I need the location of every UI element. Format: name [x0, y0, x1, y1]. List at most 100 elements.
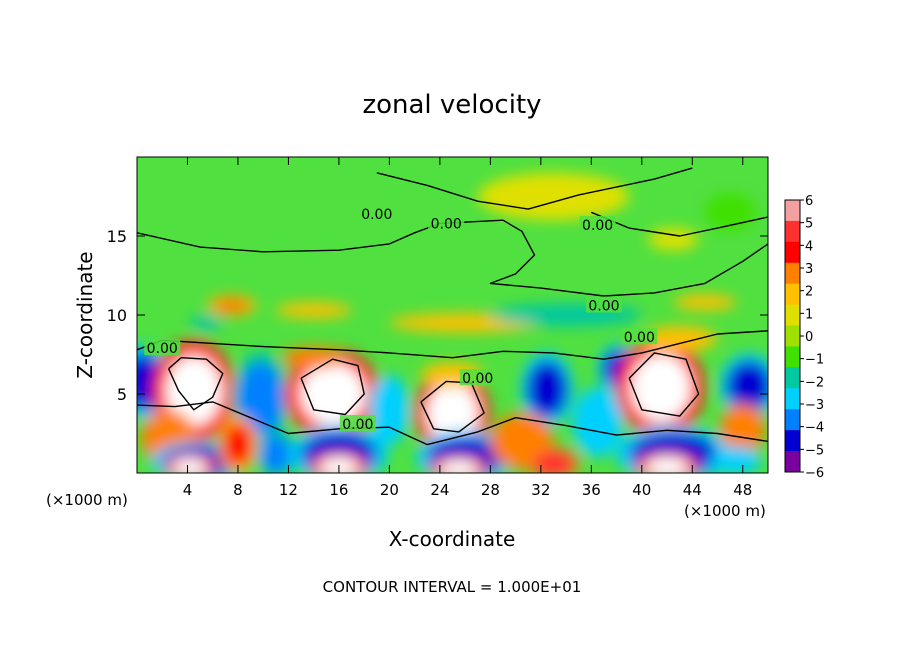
colorbar-tick-label: −5	[805, 443, 824, 458]
x-tick-label: 32	[531, 481, 550, 499]
x-tick-label: 12	[279, 481, 298, 499]
colorbar-tick-label: −3	[805, 398, 824, 413]
x-tick-label: 16	[329, 481, 348, 499]
colorbar-tick-label: 0	[805, 330, 813, 345]
field-blob	[711, 446, 762, 473]
contour-label-layer: 0.00 0.00 0.00 0.00 0.00 0.00 0.00 0.00	[144, 204, 658, 433]
field-blob	[720, 403, 766, 455]
contour-line	[591, 211, 768, 237]
colorbar-swatch	[785, 200, 800, 222]
field-blob	[477, 172, 630, 221]
contour-line	[137, 401, 768, 446]
colorbar-tick-label: −1	[805, 353, 824, 368]
field-blob	[275, 302, 352, 319]
colorbar-tick-label: 5	[805, 217, 813, 232]
contour-line	[420, 380, 485, 433]
contour-label-bg	[144, 339, 181, 356]
field-blob	[645, 457, 689, 473]
field-blob	[704, 193, 756, 232]
contour-label-bg	[585, 296, 622, 313]
field-blob	[572, 387, 623, 458]
y-tick-label: 5	[117, 385, 127, 404]
field-blob	[165, 355, 222, 426]
contour-label: 0.00	[462, 371, 493, 387]
contour-label: 0.00	[361, 207, 392, 223]
x-tick-label: 20	[380, 481, 399, 499]
field-blob	[533, 450, 574, 473]
plot-area: 0.00 0.00 0.00 0.00 0.00 0.00 0.00 0.00	[137, 157, 768, 473]
field-blob	[260, 435, 291, 473]
contour-label-bg	[428, 214, 465, 231]
colorbar-tick-label: −6	[805, 466, 824, 481]
colorbar-swatch	[785, 346, 800, 368]
colorbar: 6 5 4 3 2 1 0 −1 −2 −3 −4 −5 −6	[784, 194, 824, 481]
x-tick-label: 8	[233, 481, 243, 499]
colorbar-swatch	[785, 283, 800, 306]
colorbar-tick-label: −2	[805, 375, 824, 390]
contour-label-bg	[358, 204, 395, 221]
colorbar-swatch	[785, 241, 800, 264]
colorbar-swatch	[785, 304, 800, 327]
colorbar-tick-label: 6	[805, 194, 813, 209]
x-tick-label: 24	[430, 481, 449, 499]
colorbar-tick-label: −4	[805, 421, 824, 436]
x-tick-label: 48	[733, 481, 752, 499]
contour-line	[628, 352, 700, 417]
field-blob	[648, 228, 699, 251]
contour-line	[300, 358, 365, 416]
contour-label: 0.00	[582, 218, 613, 234]
contour-label: 0.00	[588, 299, 619, 315]
field-blob	[282, 346, 346, 369]
contour-label: 0.00	[431, 216, 462, 232]
y-axis-ticks: 5 10 15	[107, 227, 768, 404]
field-blob	[439, 460, 479, 473]
contour-line	[137, 330, 768, 360]
chart-title: zonal velocity	[362, 90, 541, 120]
colorbar-tick-label: 3	[805, 262, 813, 277]
colorbar-tick-label: 1	[805, 307, 813, 322]
colorbar-swatch	[785, 220, 800, 243]
contour-label-bg	[459, 369, 496, 386]
x-tick-label: 36	[582, 481, 601, 499]
contour-layer	[137, 167, 768, 446]
colorbar-swatch	[785, 262, 800, 285]
x-tick-label: 44	[683, 481, 702, 499]
x-tick-label: 4	[183, 481, 193, 499]
field-blob	[172, 458, 208, 473]
contour-label: 0.00	[342, 417, 373, 433]
field-blob	[190, 315, 223, 331]
colorbar-swatch	[785, 388, 800, 410]
field-blob	[726, 360, 768, 412]
field-blob	[630, 354, 691, 422]
field-blob	[212, 297, 251, 314]
x-axis-ticks: 4 8 12 16 20 24 28 32 36 40 44 48	[183, 157, 752, 499]
x-unit-label: (×1000 m)	[684, 502, 766, 520]
z-unit-label: (×1000 m)	[46, 491, 128, 509]
colorbar-swatch	[785, 325, 800, 347]
colorbar-swatch	[785, 430, 800, 452]
colorbar-swatch	[785, 367, 800, 389]
y-tick-label: 10	[107, 306, 127, 325]
y-axis-label: Z-coordinate	[73, 251, 97, 378]
contour-line	[167, 357, 224, 411]
colorbar-tick-label: 2	[805, 285, 813, 300]
field-blob	[673, 294, 737, 311]
x-tick-label: 40	[632, 481, 651, 499]
colorbar-swatch	[785, 409, 800, 431]
x-tick-label: 28	[481, 481, 500, 499]
y-tick-label: 15	[107, 227, 127, 246]
colorbar-tick-label: 4	[805, 239, 813, 254]
contour-line	[376, 167, 693, 210]
field-blob	[641, 326, 718, 352]
colorbar-swatch	[785, 451, 800, 473]
field-blob	[526, 360, 568, 418]
contour-label-bg	[339, 415, 376, 432]
field-blob	[222, 422, 254, 467]
contour-label: 0.00	[147, 341, 178, 357]
contour-label-bg	[579, 215, 616, 232]
contour-label: 0.00	[624, 330, 655, 346]
contour-interval-note: CONTOUR INTERVAL = 1.000E+01	[323, 578, 582, 596]
contour-line	[137, 219, 768, 297]
contour-label-bg	[621, 328, 658, 345]
